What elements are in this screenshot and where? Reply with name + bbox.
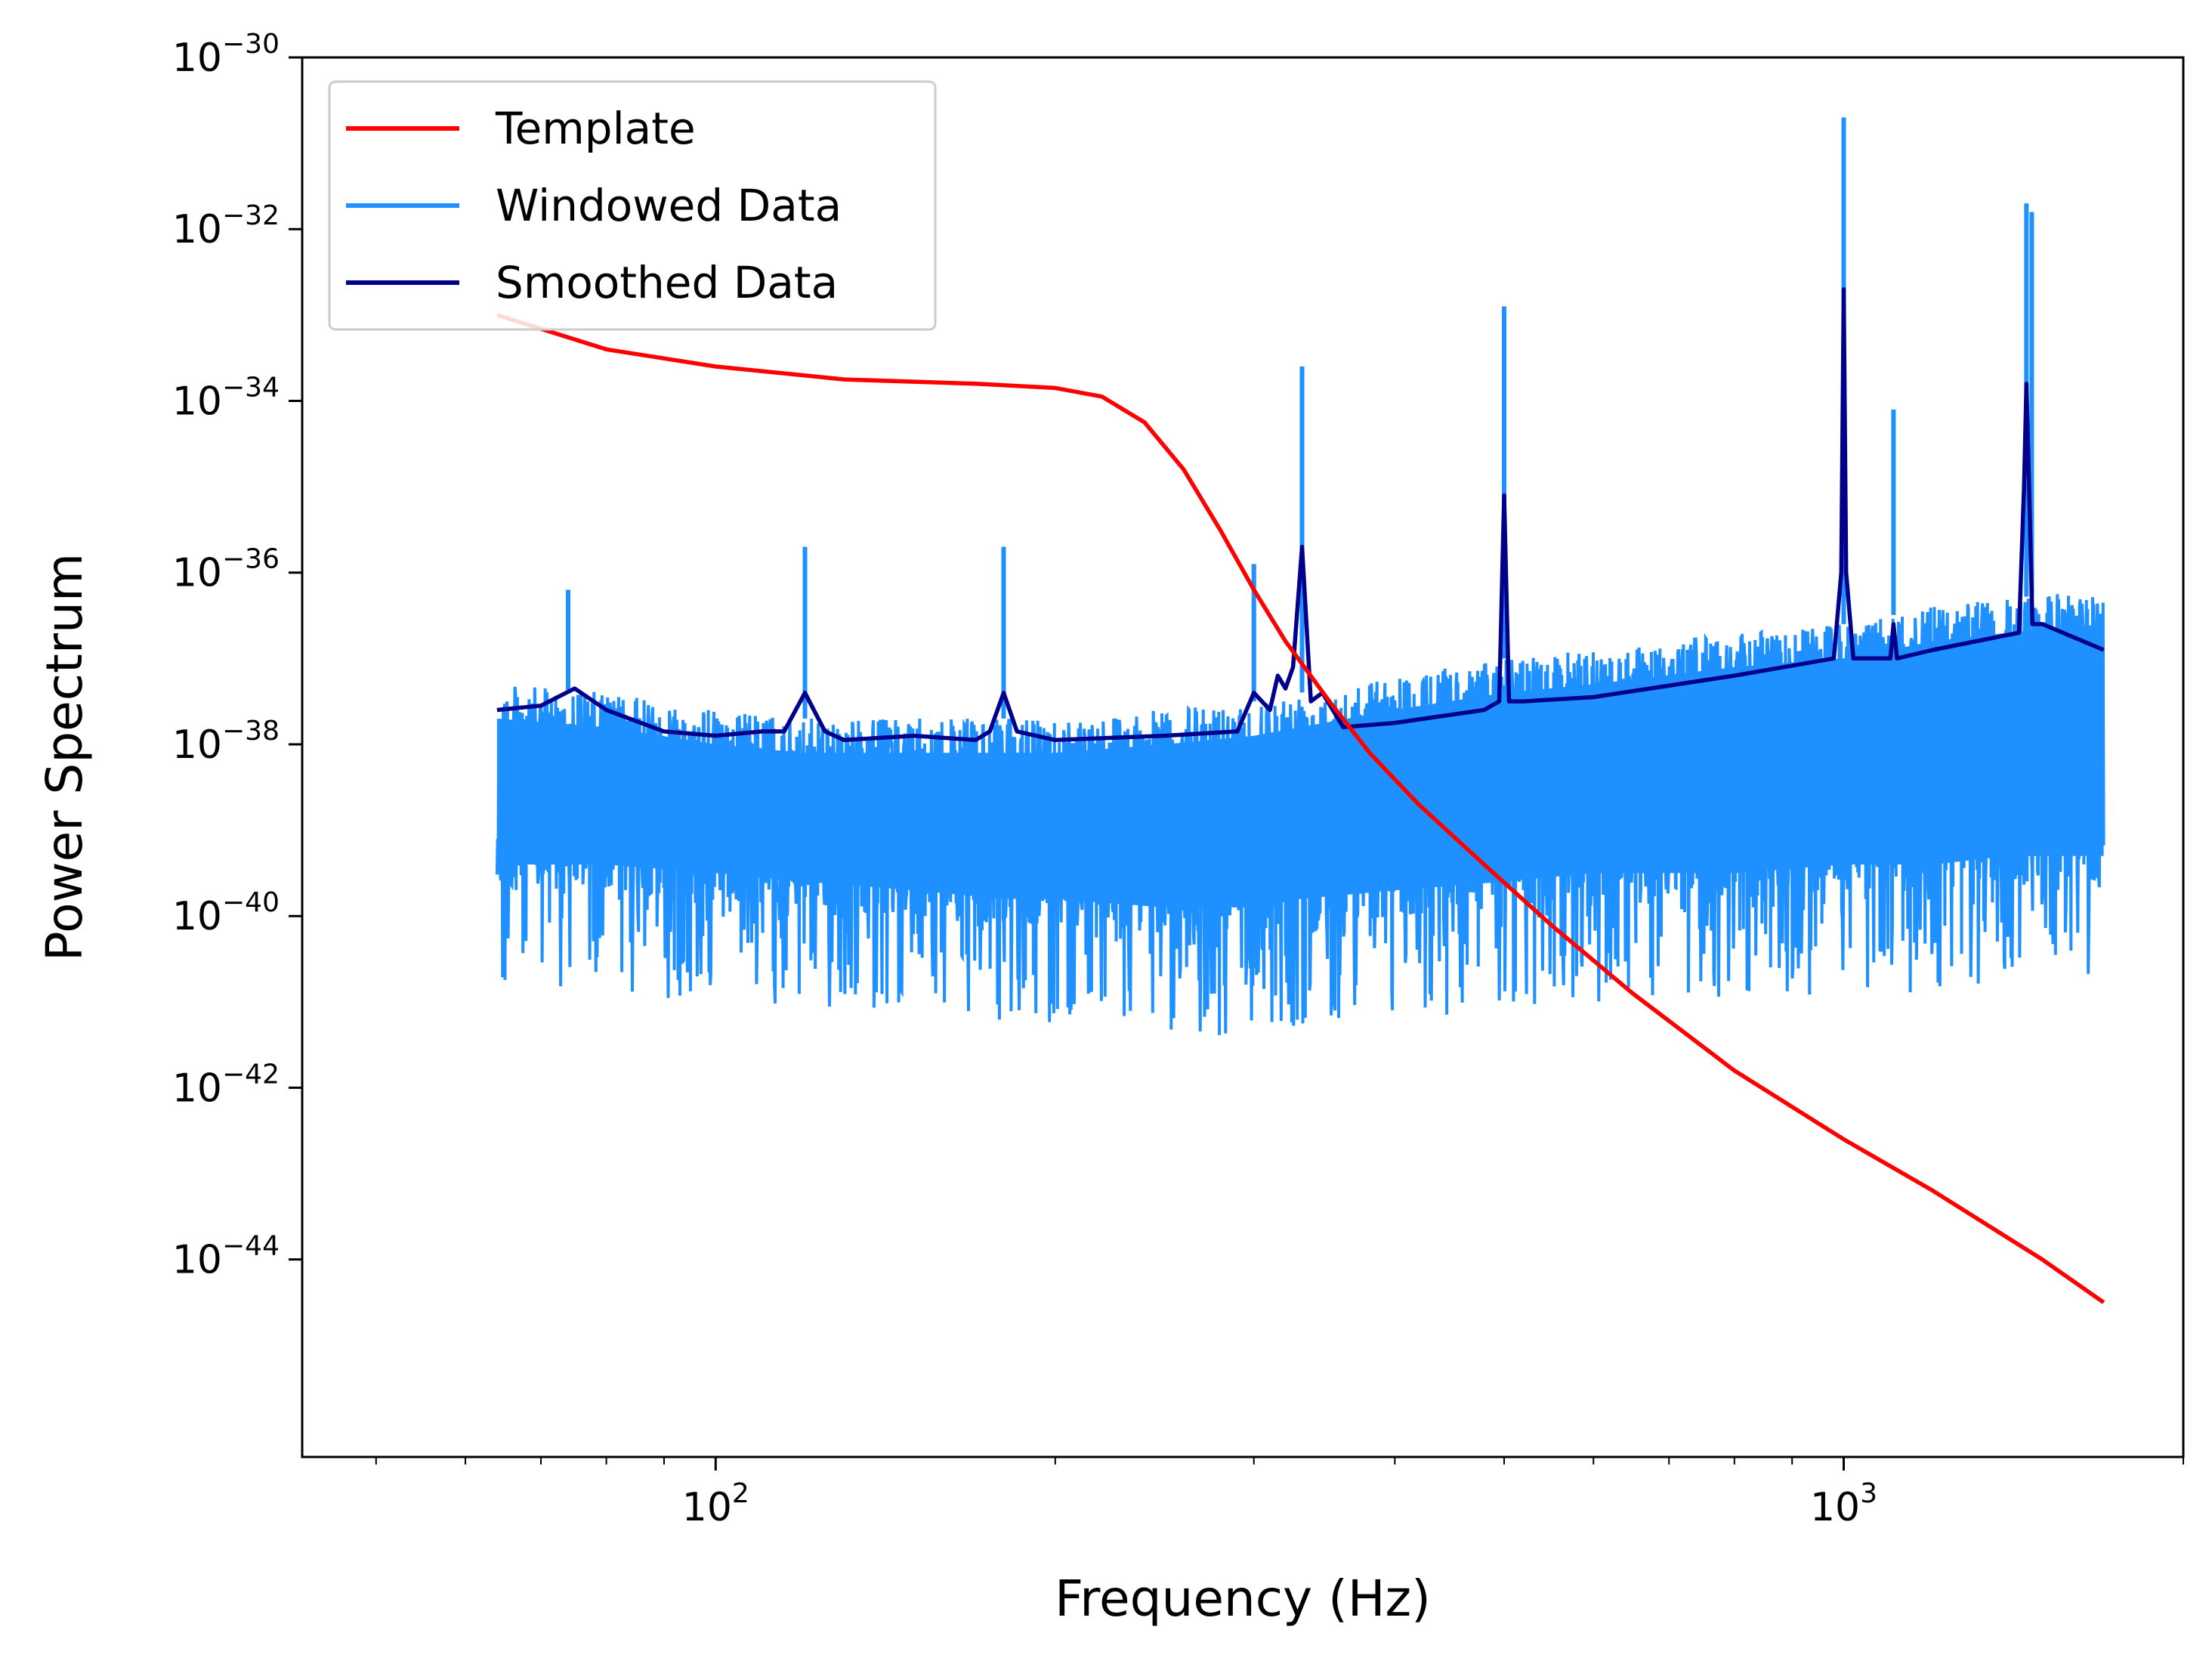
axes-frame <box>301 56 2185 1458</box>
legend-label: Template <box>495 103 696 154</box>
series-smoothed-data-line <box>496 287 2105 743</box>
ticks-layer: 102 103 10−30 10−32 10−34 10−36 10−38 10−40 10−4… <box>172 29 2184 1530</box>
legend: Template Windowed Data Smoothed Data <box>328 80 937 331</box>
y-tick-label: 10−42 <box>172 1059 280 1111</box>
x-axis-label: Frequency (Hz) <box>1055 1570 1431 1628</box>
x-tick-label: 102 <box>682 1478 749 1530</box>
legend-label: Windowed Data <box>496 180 842 231</box>
legend-box <box>328 80 937 331</box>
y-axis-label: Power Spectrum <box>36 553 94 961</box>
y-tick-label: 10−44 <box>172 1231 280 1283</box>
x-tick-label: 103 <box>1810 1478 1877 1530</box>
y-tick-label: 10−34 <box>172 372 280 424</box>
series-layer <box>495 117 2105 1304</box>
series-template-line <box>496 313 2105 1304</box>
y-tick-label: 10−40 <box>172 887 280 939</box>
y-tick-label: 10−38 <box>172 716 280 768</box>
y-tick-label: 10−36 <box>172 544 280 596</box>
y-tick-label: 10−32 <box>172 200 280 252</box>
y-tick-label: 10−30 <box>172 29 280 81</box>
legend-label: Smoothed Data <box>496 257 838 308</box>
windowed-data-band <box>496 623 2104 908</box>
